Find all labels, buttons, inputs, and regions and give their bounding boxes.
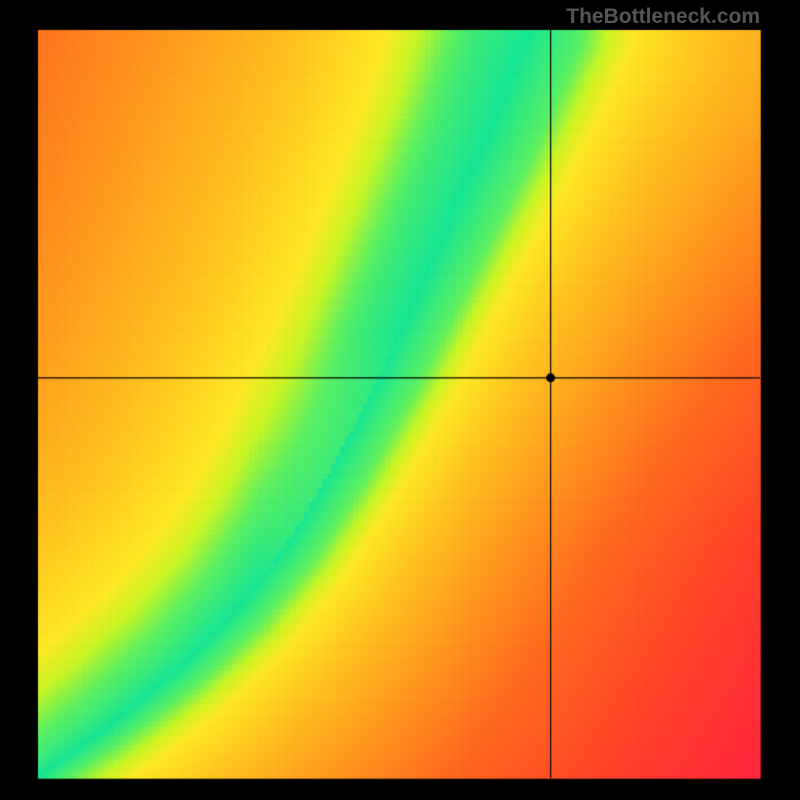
attribution-text: TheBottleneck.com bbox=[566, 5, 760, 29]
bottleneck-heatmap bbox=[0, 0, 800, 800]
